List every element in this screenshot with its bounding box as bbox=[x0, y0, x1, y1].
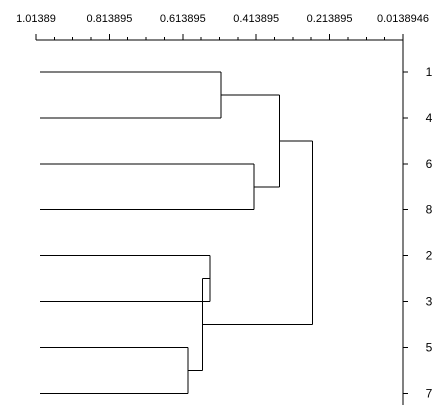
leaf-label: 6 bbox=[426, 157, 433, 171]
leaf-labels: 1 4 6 8 2 3 5 7 bbox=[403, 65, 433, 400]
tick-label: 0.213895 bbox=[307, 13, 353, 25]
tick-label: 0.813895 bbox=[86, 13, 132, 25]
leaf-label: 5 bbox=[426, 340, 433, 354]
leaf-label: 4 bbox=[426, 111, 433, 125]
leaf-label: 2 bbox=[426, 249, 433, 263]
value-axis: 1.01389 0.813895 0.613895 0.413895 0.213895 0… bbox=[16, 13, 429, 405]
leaf-label: 3 bbox=[426, 295, 433, 309]
tick-label: 0.0138946 bbox=[377, 13, 429, 25]
leaf-label: 8 bbox=[426, 203, 433, 217]
tick-label: 0.413895 bbox=[233, 13, 279, 25]
tick-label: 1.01389 bbox=[16, 13, 56, 25]
dendrogram-branches bbox=[40, 71, 314, 394]
leaf-label: 1 bbox=[426, 65, 433, 79]
leaf-label: 7 bbox=[426, 386, 433, 400]
tick-label: 0.613895 bbox=[160, 13, 206, 25]
